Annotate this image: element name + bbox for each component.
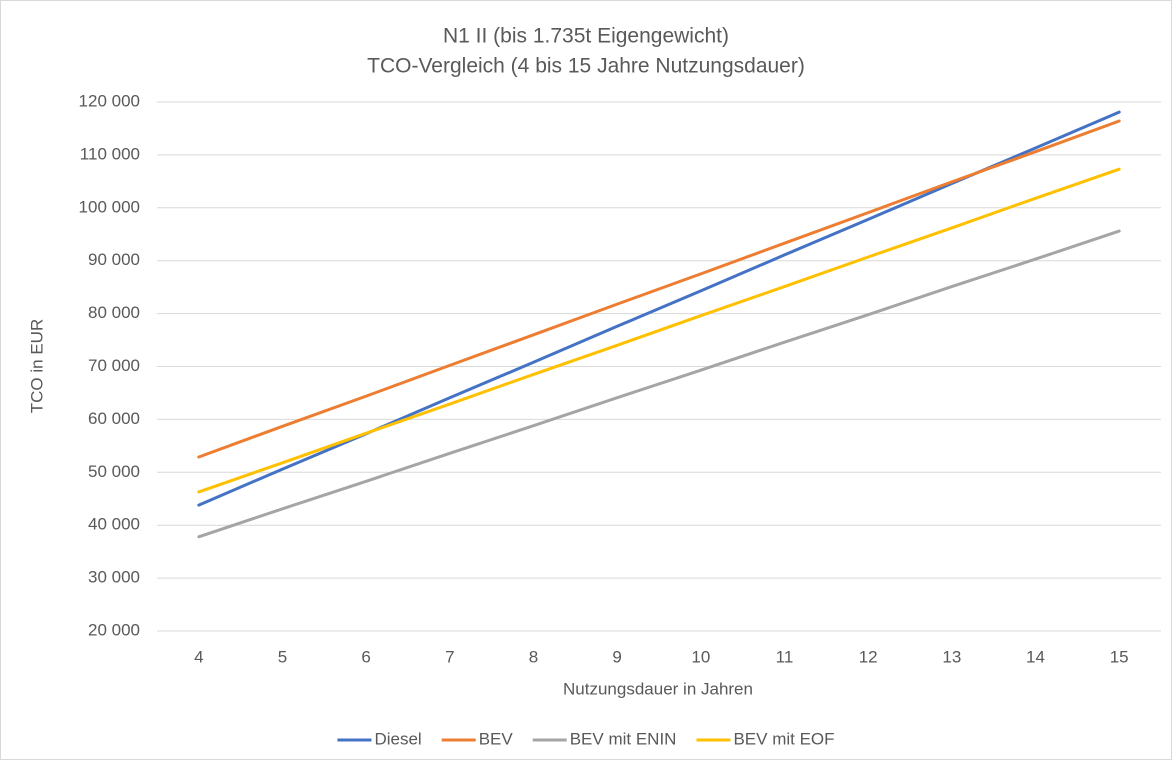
y-tick-label: 80 000 — [88, 303, 140, 322]
x-tick-label: 14 — [1026, 647, 1045, 666]
y-axis-label: TCO in EUR — [27, 319, 46, 413]
chart-subtitle: TCO-Vergleich (4 bis 15 Jahre Nutzungsda… — [367, 55, 805, 78]
x-tick-label: 15 — [1110, 647, 1129, 666]
y-tick-label: 120 000 — [79, 91, 140, 110]
series-line — [197, 167, 1121, 494]
y-tick-label: 90 000 — [88, 250, 140, 269]
x-tick-label: 8 — [529, 647, 538, 666]
x-tick-label: 7 — [445, 647, 454, 666]
series-line — [197, 119, 1121, 459]
x-tick-label: 4 — [194, 647, 203, 666]
y-tick-label: 100 000 — [79, 197, 140, 216]
legend-label: BEV — [479, 729, 514, 748]
x-tick-label: 10 — [691, 647, 710, 666]
y-tick-label: 30 000 — [88, 568, 140, 587]
y-tick-label: 40 000 — [88, 515, 140, 534]
x-tick-label: 9 — [612, 647, 621, 666]
x-axis-label: Nutzungsdauer in Jahren — [563, 679, 753, 698]
chart-title: N1 II (bis 1.735t Eigengewicht) — [443, 25, 729, 48]
x-tick-label: 5 — [278, 647, 287, 666]
x-tick-label: 13 — [942, 647, 961, 666]
series-line — [197, 229, 1121, 539]
legend-label: Diesel — [374, 729, 421, 748]
x-tick-label: 12 — [859, 647, 878, 666]
x-tick-label: 11 — [776, 647, 794, 666]
y-tick-label: 70 000 — [88, 356, 140, 375]
legend-label: BEV mit EOF — [733, 729, 834, 748]
y-tick-label: 60 000 — [88, 409, 140, 428]
y-tick-label: 110 000 — [80, 144, 140, 163]
legend-label: BEV mit ENIN — [570, 729, 677, 748]
y-tick-label: 50 000 — [88, 462, 140, 481]
x-tick-label: 6 — [361, 647, 370, 666]
y-tick-label: 20 000 — [88, 620, 140, 639]
